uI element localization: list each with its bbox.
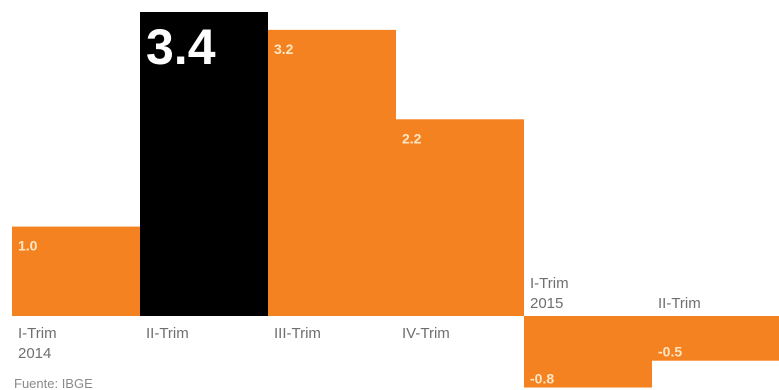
x-tick-label-4: IV-Trim [402,325,450,342]
x-tick-label-6: II-Trim [658,295,701,312]
x-tick-label-5-line-1: I-Trim [530,275,569,292]
x-tick-label-3: III-Trim [274,325,321,342]
x-tick-label-5-line-2: 2015 [530,295,563,312]
value-label-1: 1.0 [18,238,38,254]
bar-2 [140,12,268,316]
bar-5 [524,316,652,388]
x-tick-label-2: II-Trim [146,325,189,342]
bar-4 [396,119,524,316]
bars-layer [12,12,779,388]
value-label-4: 2.2 [402,130,422,146]
bar-3 [268,29,396,316]
x-tick-label-1-line-1: I-Trim [18,325,57,342]
value-labels-layer: 1.0 3.4 3.2 2.2 -0.8 -0.5 [18,19,682,387]
bar-1 [12,226,140,316]
value-label-6: -0.5 [658,344,682,360]
x-tick-labels-layer: I-Trim 2014 II-Trim III-Trim IV-Trim I-Trim 20… [18,275,701,362]
value-label-2: 3.4 [146,19,216,75]
footnote: Fuente: IBGE [14,376,93,390]
value-label-5: -0.8 [530,371,554,387]
bar-6 [652,316,779,361]
value-label-3: 3.2 [274,41,294,57]
x-tick-label-1-line-2: 2014 [18,345,51,362]
